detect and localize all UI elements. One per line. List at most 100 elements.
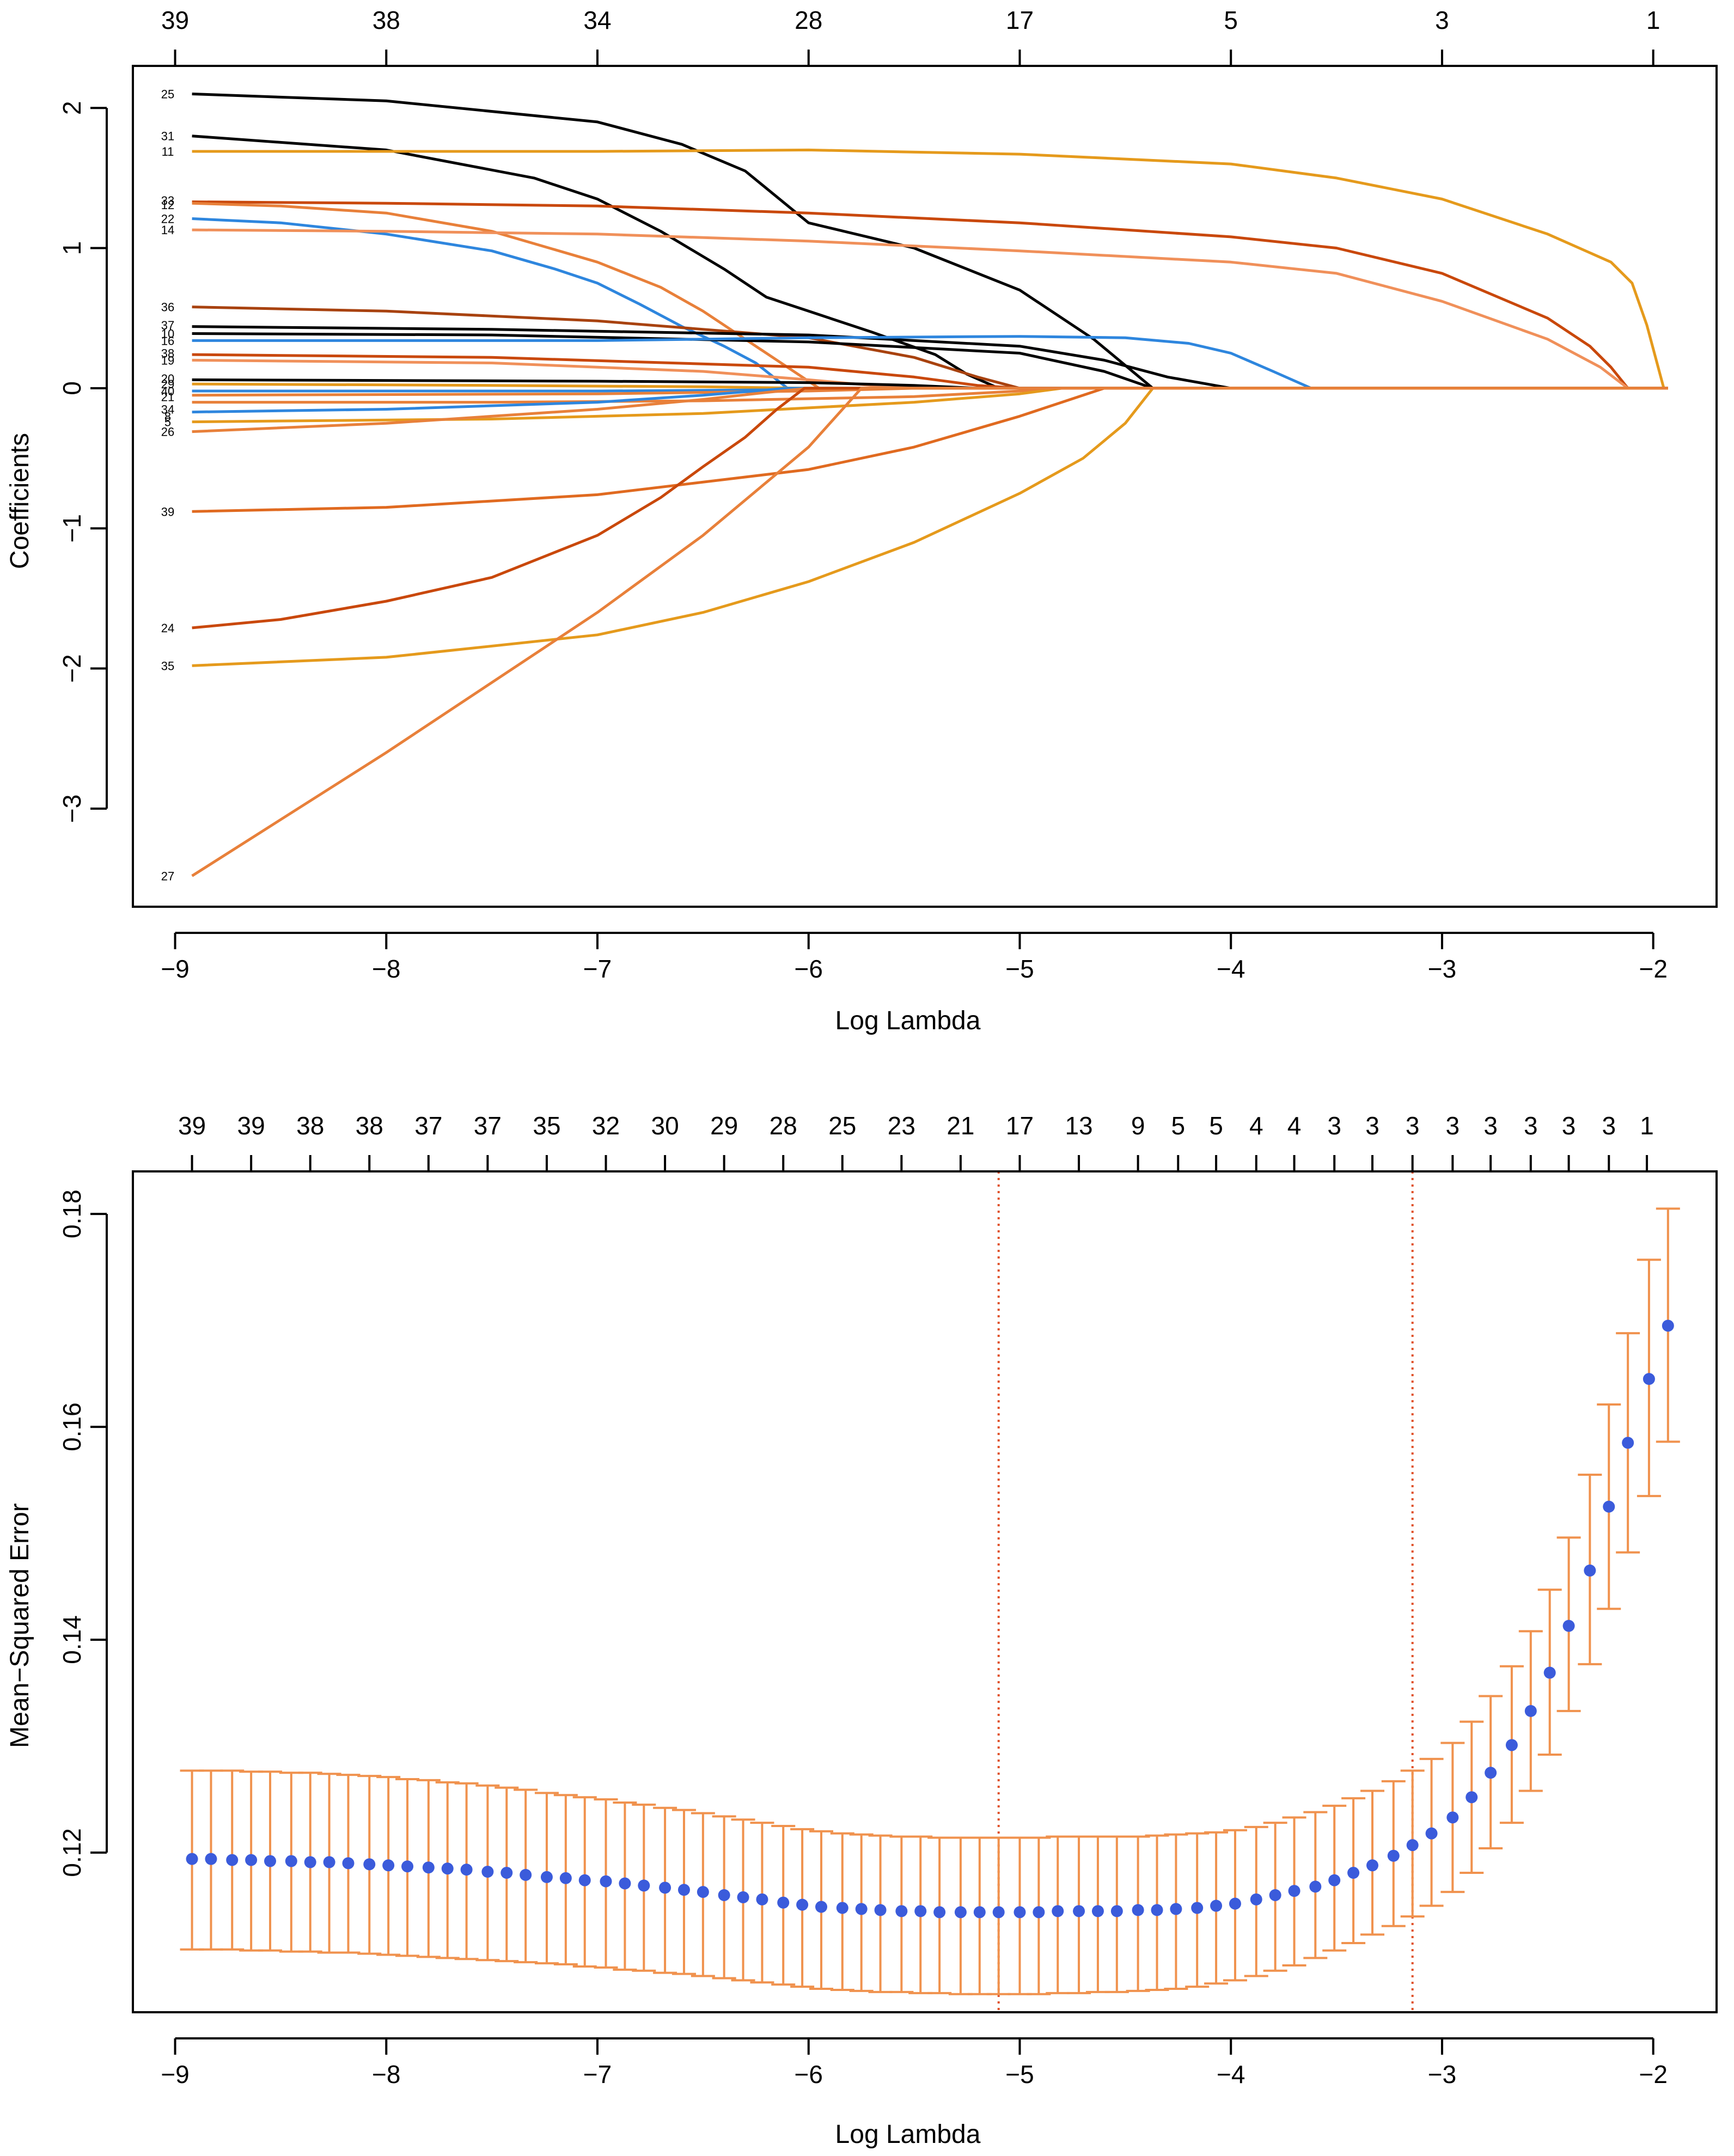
coefficient-path-label: 26 (161, 425, 174, 439)
mse-point (619, 1877, 631, 1890)
cv-top-tick-label: 3 (1602, 1111, 1616, 1140)
mse-point (323, 1856, 335, 1868)
mse-point (1643, 1373, 1655, 1385)
cv-x-axis-title: Log Lambda (835, 2120, 981, 2149)
coefficient-path-37 (192, 325, 1668, 390)
mse-point (441, 1862, 454, 1875)
mse-point (226, 1854, 239, 1866)
cv-top-tick-label: 1 (1640, 1111, 1654, 1140)
mse-point (1603, 1500, 1615, 1513)
mse-point (1210, 1900, 1223, 1912)
mse-point (855, 1903, 868, 1915)
cv-mse-panel: −9 −8 −7 −6 −5 −4 −3 −2 0.120.140.160.18 39 39 38… (5, 1111, 1718, 2149)
coefficient-x-tick-label: −4 (1217, 955, 1245, 983)
mse-point (1269, 1889, 1281, 1902)
cv-x-tick-label: −9 (161, 2060, 189, 2088)
mse-point (1288, 1885, 1300, 1897)
mse-point (1013, 1906, 1026, 1919)
cv-top-tick-label: 3 (1446, 1111, 1460, 1140)
coefficient-path-label: 31 (161, 130, 174, 143)
coefficient-top-tick-label: 1 (1646, 6, 1660, 34)
cv-x-tick-label: −3 (1428, 2060, 1456, 2088)
coefficient-path-label: 19 (161, 353, 174, 367)
mse-point (500, 1866, 513, 1879)
mse-point (520, 1868, 532, 1881)
mse-point (1425, 1827, 1438, 1840)
cv-mse-points (186, 1320, 1674, 1919)
coefficient-path-label: 25 (161, 87, 174, 101)
cv-top-tick-label: 38 (356, 1111, 383, 1140)
coefficient-top-tick-label: 34 (583, 6, 611, 34)
mse-point (933, 1906, 946, 1919)
coefficient-path-label: 8 (164, 410, 171, 423)
cv-x-tick-label: −4 (1217, 2060, 1245, 2088)
mse-point (578, 1874, 591, 1886)
cv-top-tick-label: 9 (1131, 1111, 1145, 1140)
coefficient-top-tick-label: 28 (795, 6, 822, 34)
cv-top-tick-label: 37 (414, 1111, 442, 1140)
coefficient-path-35 (192, 387, 1668, 667)
coefficient-top-tick-label: 17 (1006, 6, 1034, 34)
mse-point (1170, 1903, 1182, 1915)
coefficient-path-label: 35 (161, 659, 174, 673)
coefficient-path-label: 5 (164, 416, 171, 429)
coefficient-path-label: 20 (161, 372, 174, 386)
mse-point (914, 1905, 927, 1917)
mse-point (1328, 1874, 1341, 1886)
coefficient-path-33 (192, 200, 1668, 390)
coefficient-x-tick-label: −7 (583, 955, 612, 983)
coefficient-path-label: 21 (161, 390, 174, 404)
coefficient-path-label: 33 (161, 194, 174, 207)
cv-top-tick-label: 3 (1365, 1111, 1379, 1140)
coefficient-top-tick-label: 39 (161, 6, 189, 34)
mse-point (264, 1855, 277, 1867)
mse-point (1505, 1739, 1518, 1751)
mse-point (1562, 1620, 1575, 1632)
mse-point (540, 1871, 553, 1883)
mse-point (954, 1906, 967, 1919)
coefficient-path-25 (192, 93, 1668, 390)
cv-top-tick-label: 35 (533, 1111, 560, 1140)
mse-point (1151, 1904, 1163, 1916)
coefficient-top-tick-label: 38 (373, 6, 400, 34)
mse-point (1073, 1905, 1085, 1917)
coefficient-path-12 (192, 201, 1668, 390)
mse-point (756, 1893, 768, 1905)
mse-point (796, 1898, 809, 1911)
cv-top-tick-label: 3 (1483, 1111, 1498, 1140)
coefficient-y-tick-label: −3 (58, 795, 86, 823)
mse-point (186, 1853, 198, 1865)
cv-y-tick-label: 0.16 (58, 1402, 86, 1451)
cv-top-tick-label: 32 (592, 1111, 620, 1140)
mse-point (697, 1886, 709, 1898)
coefficient-path-16 (192, 335, 1668, 390)
cv-top-tick-label: 5 (1209, 1111, 1223, 1140)
mse-point (777, 1896, 790, 1909)
coefficient-y-tick-label: 1 (58, 241, 86, 255)
cv-top-tick-label: 3 (1562, 1111, 1576, 1140)
coefficient-path-label: 16 (161, 334, 174, 347)
mse-point (1132, 1904, 1144, 1916)
cv-top-tick-label: 3 (1406, 1111, 1420, 1140)
mse-point (1110, 1905, 1123, 1917)
mse-point (285, 1855, 297, 1867)
mse-point (973, 1906, 986, 1919)
cv-x-axis: −9 −8 −7 −6 −5 −4 −3 −2 (161, 2037, 1668, 2088)
mse-point (1347, 1866, 1360, 1879)
coefficient-path-label: 36 (161, 301, 174, 314)
mse-point (481, 1866, 494, 1878)
cv-top-tick-label: 4 (1249, 1111, 1263, 1140)
coefficient-path-label: 38 (161, 347, 174, 361)
cv-y-axis: 0.12 0.14 0.16 0.18 (58, 1189, 108, 1877)
coefficient-path-label: 34 (161, 402, 174, 416)
coefficient-path-label: 40 (161, 384, 174, 398)
cv-top-axis-variable-counts: 39 39 38 38 37 37 35 32 30 29 28 25 23 21 17 13 9 5 5 4 4 3 3 3… (178, 1111, 1654, 1172)
mse-point (1622, 1437, 1634, 1449)
coefficient-path-11 (192, 148, 1668, 390)
mse-point (304, 1856, 316, 1868)
cv-top-tick-label: 29 (710, 1111, 738, 1140)
cv-x-tick-label: −6 (795, 2060, 823, 2088)
